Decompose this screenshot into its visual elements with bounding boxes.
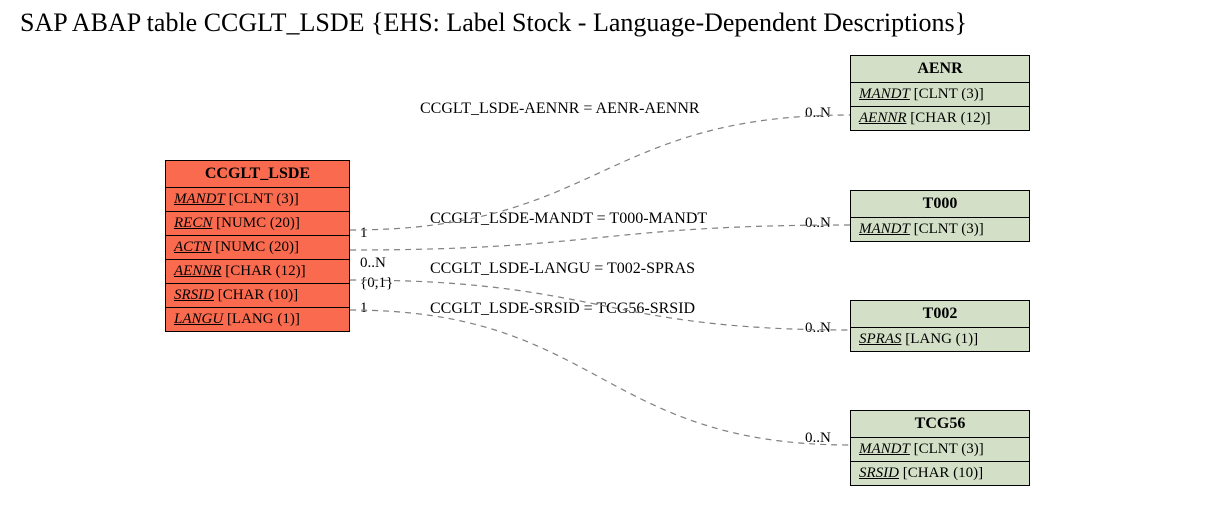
field: MANDT [CLNT (3)]: [851, 438, 1029, 462]
entity-ref-3: TCG56 MANDT [CLNT (3)]SRSID [CHAR (10)]: [850, 410, 1030, 486]
field: AENNR [CHAR (12)]: [851, 107, 1029, 130]
field: MANDT [CLNT (3)]: [851, 83, 1029, 107]
field: RECN [NUMC (20)]: [166, 212, 349, 236]
entity-ref-3-header: TCG56: [851, 411, 1029, 438]
card-l2-2: {0,1}: [360, 275, 393, 292]
entity-ref-0-header: AENR: [851, 56, 1029, 83]
entity-main: CCGLT_LSDE MANDT [CLNT (3)]RECN [NUMC (2…: [165, 160, 350, 332]
field: AENNR [CHAR (12)]: [166, 260, 349, 284]
field: SRSID [CHAR (10)]: [166, 284, 349, 308]
field: MANDT [CLNT (3)]: [851, 218, 1029, 241]
field: LANGU [LANG (1)]: [166, 308, 349, 331]
field: SPRAS [LANG (1)]: [851, 328, 1029, 351]
entity-ref-2: T002 SPRAS [LANG (1)]: [850, 300, 1030, 352]
card-r-1: 0..N: [805, 215, 831, 232]
card-l-3: 1: [360, 300, 368, 317]
field: SRSID [CHAR (10)]: [851, 462, 1029, 485]
field: ACTN [NUMC (20)]: [166, 236, 349, 260]
entity-ref-0: AENR MANDT [CLNT (3)]AENNR [CHAR (12)]: [850, 55, 1030, 131]
page-title: SAP ABAP table CCGLT_LSDE {EHS: Label St…: [20, 8, 967, 38]
entity-ref-1-header: T000: [851, 191, 1029, 218]
card-r-2: 0..N: [805, 320, 831, 337]
entity-ref-2-header: T002: [851, 301, 1029, 328]
rel-label-3: CCGLT_LSDE-SRSID = TCG56-SRSID: [430, 300, 695, 318]
card-l-1: 1: [360, 225, 368, 242]
rel-label-0: CCGLT_LSDE-AENNR = AENR-AENNR: [420, 100, 700, 118]
card-r-0: 0..N: [805, 105, 831, 122]
rel-label-1: CCGLT_LSDE-MANDT = T000-MANDT: [430, 210, 707, 228]
rel-label-2: CCGLT_LSDE-LANGU = T002-SPRAS: [430, 260, 695, 278]
card-r-3: 0..N: [805, 430, 831, 447]
entity-ref-1: T000 MANDT [CLNT (3)]: [850, 190, 1030, 242]
entity-main-header: CCGLT_LSDE: [166, 161, 349, 188]
card-l-2: 0..N: [360, 255, 386, 272]
field: MANDT [CLNT (3)]: [166, 188, 349, 212]
